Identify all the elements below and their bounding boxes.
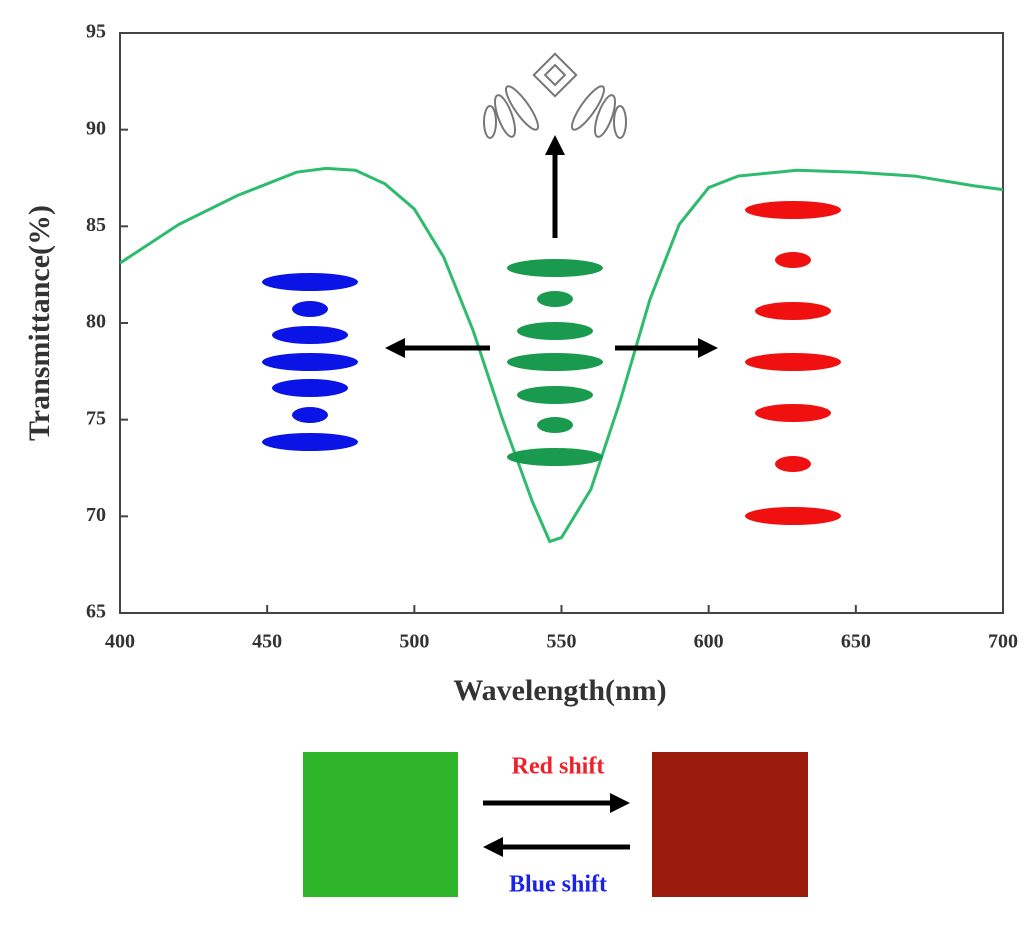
- x-tick-label: 450: [252, 631, 282, 653]
- y-axis-title: Transmittance(%): [23, 205, 56, 441]
- y-tick-label: 65: [86, 601, 106, 623]
- green-ellipses: [507, 259, 603, 466]
- helix-icon: [483, 52, 627, 139]
- line: [119, 166, 1004, 544]
- y-tick-label: 80: [86, 311, 106, 333]
- y-tick-label: 90: [86, 117, 106, 139]
- arrows: [385, 135, 718, 857]
- x-tick-label: 700: [988, 631, 1018, 653]
- x-tick-label: 600: [694, 631, 724, 653]
- y-tick-label: 85: [86, 214, 106, 236]
- x-tick-label: 500: [399, 631, 429, 653]
- plot-area: 65 70 75 80 85 90 95 400 450 500 550 600 650 700: [86, 21, 1018, 653]
- green-film: [303, 752, 458, 897]
- red-ellipses: [745, 201, 841, 525]
- y-tick-label: 70: [86, 504, 106, 526]
- red-film: [652, 752, 808, 897]
- blue-shift-label: Blue shift: [509, 872, 607, 898]
- x-tick-label: 400: [105, 631, 135, 653]
- blue-ellipses: [262, 273, 358, 451]
- red-shift-label: Red shift: [512, 754, 605, 780]
- x-tick-label: 650: [841, 631, 871, 653]
- y-tick-label: 75: [86, 407, 106, 429]
- y-tick-label: 95: [86, 21, 106, 43]
- x-tick-label: 550: [547, 631, 577, 653]
- x-axis-title: Wavelength(nm): [453, 674, 666, 707]
